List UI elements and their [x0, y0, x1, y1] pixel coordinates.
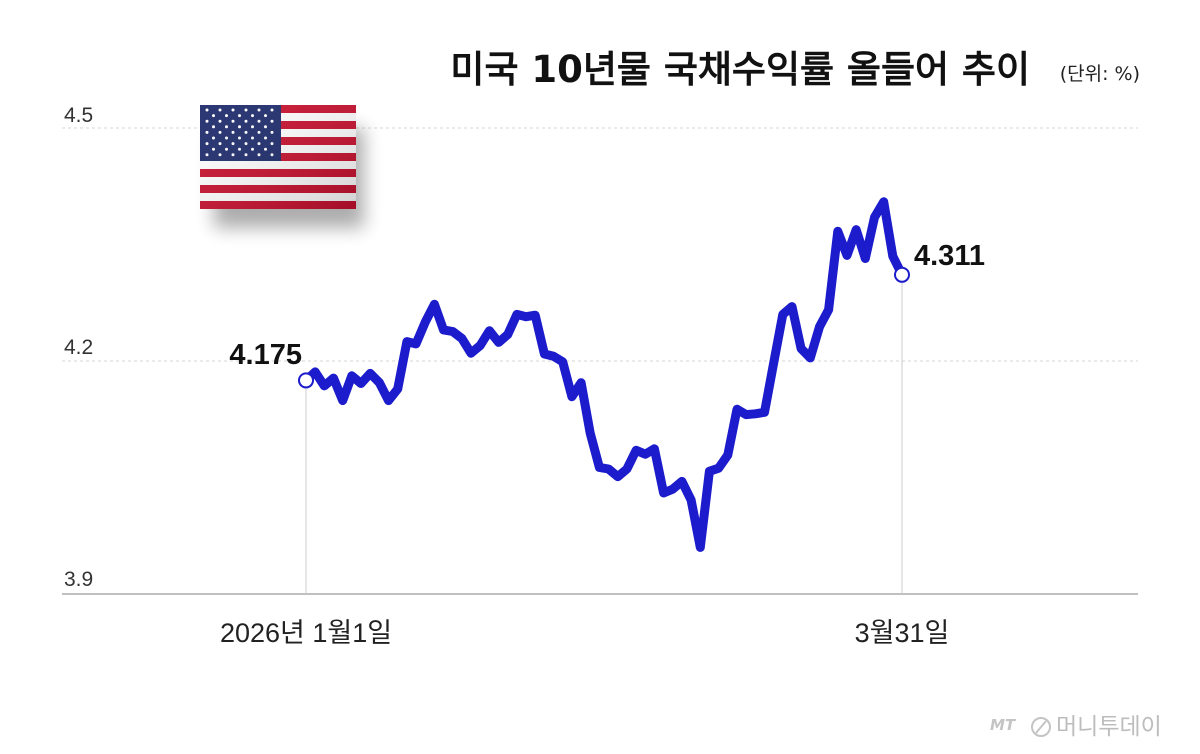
mt-logo-text: MT — [990, 716, 1017, 734]
mt-logo-icon — [1031, 717, 1051, 737]
x-tick-label-start: 2026년 1월1일 — [220, 618, 392, 648]
chart-unit: (단위: %) — [1060, 63, 1140, 85]
y-tick-label-4.5: 4.5 — [64, 104, 93, 127]
series-line — [301, 197, 907, 552]
end-data-point — [894, 266, 910, 283]
start-data-point — [298, 372, 314, 389]
gridlines — [62, 127, 1138, 362]
y-tick-label-3.9: 3.9 — [64, 568, 93, 591]
chart-title: 미국 10년물 국채수익률 올들어 추이 — [450, 48, 1030, 91]
start-data-label: 4.175 — [229, 339, 302, 371]
watermark-text: 머니투데이 — [1056, 714, 1162, 740]
us-flag-icon — [200, 105, 364, 228]
watermark: MT 머니투데이 — [990, 714, 1162, 740]
end-data-label: 4.311 — [914, 240, 985, 272]
y-tick-label-4.2: 4.2 — [64, 336, 93, 359]
x-tick-label-end: 3월31일 — [855, 618, 950, 648]
